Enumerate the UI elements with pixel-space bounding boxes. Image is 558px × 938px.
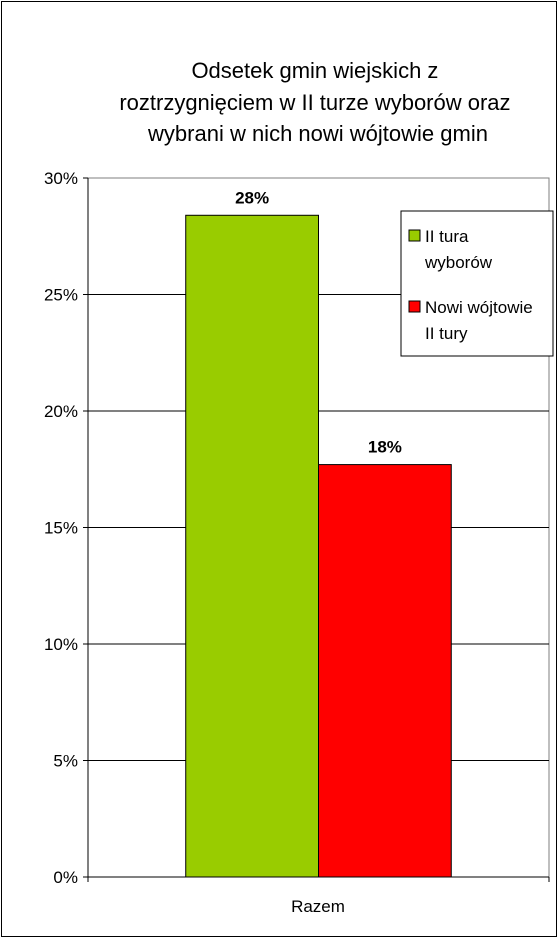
legend-box [400, 210, 554, 357]
bar-value-label: 18% [368, 438, 402, 457]
x-axis-ticks [87, 877, 550, 882]
y-tick-label: 30% [44, 169, 78, 188]
y-axis-tick-labels: 0% 5% 10% 15% 20% 25% 30% [44, 169, 88, 887]
y-tick-label: 5% [53, 752, 78, 771]
bar-value-labels: 28% 18% [235, 188, 402, 456]
legend-label-nowi-wojtowie: Nowi wójtowie II tury [425, 298, 537, 343]
x-category-label: Razem [291, 897, 345, 916]
legend: II tura wyborów Nowi wójtowie II tury [400, 210, 554, 357]
legend-swatch-nowi-wojtowie [408, 300, 421, 313]
y-tick-label: 10% [44, 635, 78, 654]
bar-nowi-wojtowie [318, 464, 452, 878]
y-tick-label: 25% [44, 286, 78, 305]
legend-label-nowi-wojtowie-line-2: II tury [425, 324, 468, 343]
chart-title: Odsetek gmin wiejskich z roztrzygnięciem… [119, 58, 516, 146]
bar-value-label: 28% [235, 188, 269, 207]
chart-title-line-2: roztrzygnięciem w II turze wyborów oraz [119, 90, 510, 115]
y-tick-label: 15% [44, 519, 78, 538]
y-tick-label: 0% [53, 868, 78, 887]
legend-label-nowi-wojtowie-line-1: Nowi wójtowie [425, 298, 533, 317]
legend-label-ii-tura: II tura wyborów [424, 227, 493, 272]
chart-title-line-3: wybrani w nich nowi wójtowie gmin [147, 121, 488, 146]
y-tick-label: 20% [44, 402, 78, 421]
bar-ii-tura [185, 214, 319, 878]
legend-label-ii-tura-line-2: wyborów [424, 253, 493, 272]
legend-label-ii-tura-line-1: II tura [425, 227, 469, 246]
chart-title-line-1: Odsetek gmin wiejskich z [191, 58, 438, 83]
legend-swatch-ii-tura [408, 229, 421, 242]
bars [185, 214, 452, 878]
